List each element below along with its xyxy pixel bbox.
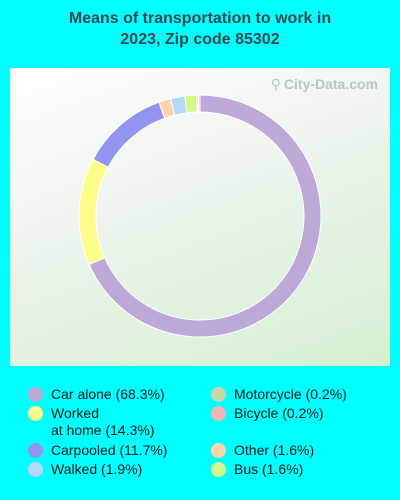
legend-label: Walked (1.9%) <box>51 461 143 477</box>
legend-label: Bus (1.6%) <box>234 461 304 477</box>
magnifier-icon: ⚲ <box>270 76 281 92</box>
legend-item-right-2: Other (1.6%) <box>211 442 314 459</box>
donut-slice-2[interactable] <box>92 101 166 168</box>
legend-label: Car alone (68.3%) <box>51 386 165 402</box>
donut-slice-1[interactable] <box>78 158 109 266</box>
legend-label: Carpooled (11.7%) <box>51 442 168 458</box>
donut-slice-7[interactable] <box>197 94 201 113</box>
chart-panel: ⚲ City-Data.com <box>10 68 390 366</box>
legend-item-right-0: Motorcycle (0.2%) <box>211 386 347 403</box>
legend-swatch <box>28 443 43 458</box>
legend-item-right-1: Bicycle (0.2%) <box>211 405 323 422</box>
legend-label: Motorcycle (0.2%) <box>234 386 347 402</box>
legend-item-left-3: Walked (1.9%) <box>28 461 142 478</box>
legend-swatch <box>211 462 226 477</box>
watermark: ⚲ City-Data.com <box>271 76 378 93</box>
legend-swatch <box>28 406 43 421</box>
watermark-text: City-Data.com <box>283 76 378 92</box>
legend-item-left-0: Car alone (68.3%) <box>28 386 165 403</box>
chart-title: Means of transportation to work in 2023, … <box>0 8 400 50</box>
legend-item-left-1: Worked at home (14.3%) <box>28 405 155 439</box>
legend-label: Worked at home (14.3%) <box>51 405 155 438</box>
legend-swatch <box>211 443 226 458</box>
legend-swatch <box>28 462 43 477</box>
legend-item-left-2: Carpooled (11.7%) <box>28 442 167 459</box>
legend-swatch <box>211 406 226 421</box>
legend-label: Other (1.6%) <box>234 442 315 458</box>
legend-swatch <box>211 387 226 402</box>
legend-label: Bicycle (0.2%) <box>234 405 324 421</box>
donut-slice-0[interactable] <box>88 94 322 338</box>
chart-title-text: Means of transportation to work in 2023, … <box>68 10 332 48</box>
donut-chart <box>78 94 322 338</box>
donut-slice-5[interactable] <box>184 94 198 114</box>
legend-item-right-3: Bus (1.6%) <box>211 461 303 478</box>
legend-swatch <box>28 387 43 402</box>
